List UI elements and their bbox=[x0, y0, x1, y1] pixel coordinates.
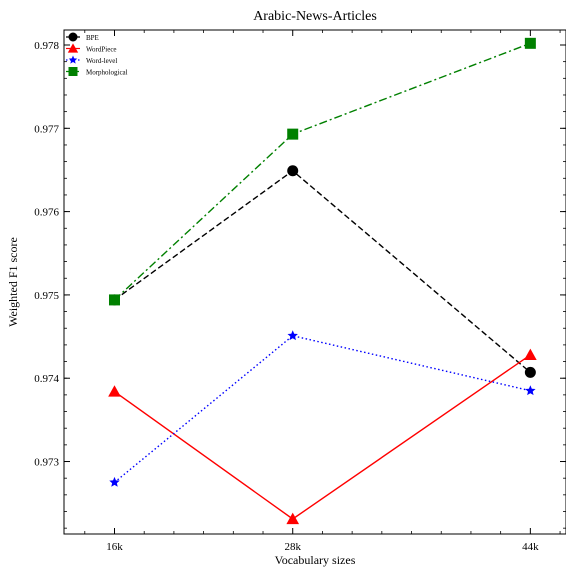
legend-marker bbox=[68, 55, 78, 64]
y-tick-label: 0.976 bbox=[34, 207, 59, 219]
ticks-layer: 0.973 0.974 0.975 0.976 0.977 0.978 16k 28k 44k bbox=[34, 30, 566, 553]
x-axis-label: Vocabulary sizes bbox=[275, 553, 356, 567]
legend: BPE WordPiece Word-level Morphological bbox=[66, 32, 128, 77]
data-point bbox=[287, 128, 299, 140]
data-point bbox=[524, 37, 536, 49]
series-line bbox=[114, 354, 531, 520]
legend-label: BPE bbox=[86, 34, 99, 42]
y-tick-label: 0.973 bbox=[34, 457, 59, 469]
y-tick-label: 0.978 bbox=[34, 40, 59, 52]
series-line bbox=[114, 42, 531, 301]
y-tick-label: 0.977 bbox=[34, 123, 59, 135]
y-axis-label: Weighted F1 score bbox=[6, 237, 20, 327]
legend-label: WordPiece bbox=[86, 46, 117, 54]
plot-frame bbox=[63, 29, 566, 535]
legend-item: Word-level bbox=[66, 55, 117, 65]
series-word-level bbox=[109, 330, 536, 487]
data-point bbox=[525, 385, 536, 396]
data-point bbox=[286, 512, 300, 525]
legend-marker bbox=[67, 43, 79, 53]
y-tick-label: 0.975 bbox=[34, 290, 59, 302]
legend-item: WordPiece bbox=[66, 43, 117, 54]
y-tick-label: 0.974 bbox=[34, 373, 59, 385]
chart-title: Arabic-News-Articles bbox=[253, 9, 377, 24]
series-morphological bbox=[108, 37, 536, 306]
legend-item: BPE bbox=[66, 32, 99, 42]
x-tick-label: 16k bbox=[106, 541, 123, 553]
data-point bbox=[108, 385, 121, 397]
data-point bbox=[524, 366, 536, 378]
data-point bbox=[109, 476, 120, 487]
legend-item: Morphological bbox=[66, 67, 128, 77]
series-layer bbox=[108, 37, 537, 525]
legend-label: Word-level bbox=[86, 57, 117, 65]
data-point bbox=[108, 294, 120, 306]
series-wordpiece bbox=[108, 348, 537, 525]
data-point bbox=[287, 165, 299, 177]
legend-marker bbox=[68, 67, 78, 76]
data-point bbox=[287, 330, 298, 341]
series-bpe bbox=[108, 165, 536, 378]
x-tick-label: 44k bbox=[522, 541, 539, 553]
legend-label: Morphological bbox=[86, 69, 128, 77]
series-line bbox=[114, 334, 531, 483]
legend-marker bbox=[68, 32, 78, 42]
data-point bbox=[524, 348, 537, 360]
x-tick-label: 28k bbox=[284, 541, 301, 553]
